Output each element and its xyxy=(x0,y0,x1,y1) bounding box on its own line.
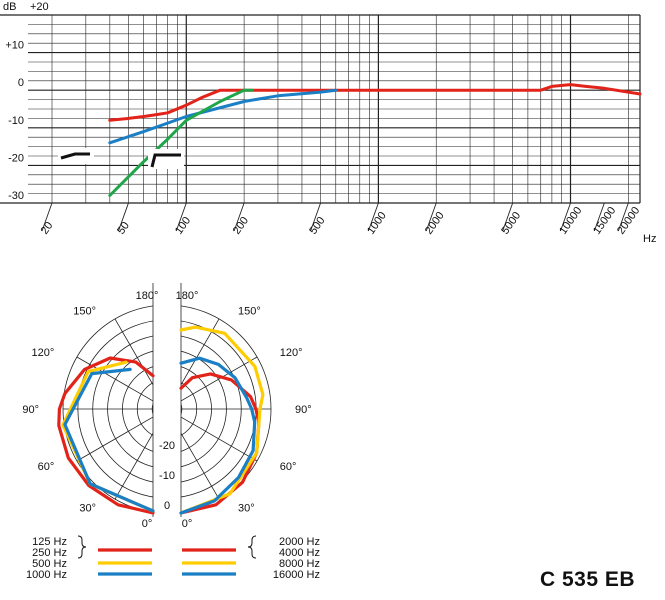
legend-label: 250 Hz xyxy=(32,547,67,559)
x-tick-slash xyxy=(233,202,245,232)
legend-label: 125 Hz xyxy=(32,536,67,548)
angle-label: 180° xyxy=(136,290,159,302)
x-tick-slash xyxy=(310,202,321,232)
legend-label: 500 Hz xyxy=(32,558,67,570)
angle-label: 90° xyxy=(22,404,39,416)
model-name: C 535 EB xyxy=(540,568,636,591)
angle-label: 90° xyxy=(295,404,312,416)
icon-glyph xyxy=(150,153,181,168)
icon-background xyxy=(58,148,94,164)
polar-grid xyxy=(62,283,272,517)
angle-label: 0° xyxy=(182,518,193,530)
y-tick-label: +20 xyxy=(30,1,49,13)
y-tick-label: +10 xyxy=(5,40,24,52)
x-tick-label: 15000 xyxy=(591,205,618,237)
x-tick-slash xyxy=(617,202,629,232)
radial-label: -20 xyxy=(159,440,175,452)
polar-curve-red xyxy=(57,356,155,515)
y-tick-label: -20 xyxy=(8,152,24,164)
polar-labels: 180° 180° 150° 150° 120° 120° 90° 90° 60° 60° 30° 3… xyxy=(22,290,311,530)
x-tick-label: 20000 xyxy=(615,205,642,237)
legend-brace xyxy=(77,535,87,559)
series-line-red xyxy=(108,83,642,122)
x-tick-label: 2000 xyxy=(423,210,447,237)
filter-switch-icons xyxy=(58,148,184,169)
x-tick-label: 1000 xyxy=(365,210,389,237)
x-tick-slash xyxy=(425,202,437,232)
series-line-green xyxy=(108,88,254,197)
legend-label: 4000 Hz xyxy=(279,547,320,559)
x-tick-slash xyxy=(175,202,187,232)
x-tick-label: 20 xyxy=(39,220,56,237)
polar-curve-blue xyxy=(63,367,155,513)
angle-label: 0° xyxy=(142,518,153,530)
y-tick-label: 0 xyxy=(18,77,24,89)
x-tick-slash xyxy=(560,202,571,232)
x-tick-label: 10000 xyxy=(557,205,584,237)
angle-label: 120° xyxy=(32,347,55,359)
x-tick-label: 100 xyxy=(173,215,193,237)
angle-label: 60° xyxy=(280,461,297,473)
flat-switch-icon xyxy=(148,149,184,169)
frequency-axis-labels: +20 +10 0 -10 -20 -30 20 50 100 200 500 1000 2000 500… xyxy=(5,1,642,237)
y-tick-label: -10 xyxy=(8,115,24,127)
radial-label: -10 xyxy=(159,470,175,482)
legend-brace xyxy=(247,535,257,559)
legend-label: 2000 Hz xyxy=(279,536,320,548)
x-tick-label: 500 xyxy=(307,215,327,237)
polar-curve-blue xyxy=(179,356,257,515)
angle-label: 60° xyxy=(38,461,55,473)
angle-label: 30° xyxy=(238,503,255,515)
angle-label: 150° xyxy=(238,305,261,317)
x-tick-slash xyxy=(367,202,379,232)
x-tick-slash xyxy=(593,202,605,232)
frequency-series xyxy=(108,83,642,197)
x-tick-slash xyxy=(41,202,53,232)
angle-label: 120° xyxy=(280,347,303,359)
x-tick-slash xyxy=(118,202,129,232)
low-cut-switch-icon xyxy=(58,148,94,164)
y-tick-label: -30 xyxy=(8,190,24,202)
x-tick-slash xyxy=(502,202,514,232)
series-line-blue xyxy=(108,88,338,145)
polar-pattern-chart: 180° 180° 150° 150° 120° 120° 90° 90° 60° 60° 30° 3… xyxy=(22,283,312,530)
polar-curve-yellow xyxy=(61,360,155,513)
legend-label: 16000 Hz xyxy=(273,569,320,581)
polar-curve-yellow xyxy=(179,325,265,515)
angle-label: 30° xyxy=(79,503,96,515)
polar-divider xyxy=(153,283,181,517)
frequency-grid xyxy=(0,14,641,204)
legend-label: 8000 Hz xyxy=(279,558,320,570)
frequency-response-chart: +20 +10 0 -10 -20 -30 20 50 100 200 500 1000 2000 500… xyxy=(0,1,656,245)
icon-glyph xyxy=(60,152,90,160)
y-axis-unit: dB xyxy=(3,1,16,13)
legend-label: 1000 Hz xyxy=(26,569,67,581)
x-tick-label: 5000 xyxy=(499,210,523,237)
x-tick-label: 200 xyxy=(231,215,251,237)
radial-label: 0 xyxy=(164,500,170,512)
x-tick-label: 50 xyxy=(115,220,132,237)
angle-label: 180° xyxy=(176,290,199,302)
polar-series xyxy=(57,325,265,515)
angle-label: 150° xyxy=(73,305,96,317)
x-axis-unit: Hz xyxy=(643,233,656,245)
